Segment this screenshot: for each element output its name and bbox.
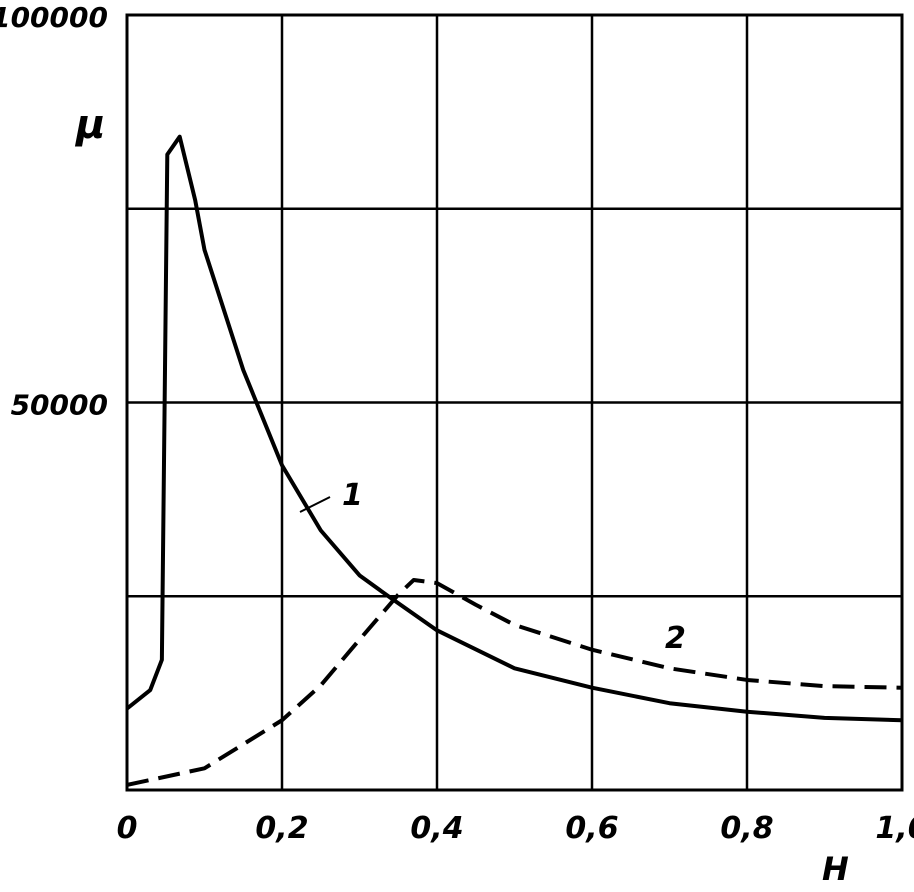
x-tick-label: 0,8 — [720, 811, 773, 846]
x-tick-label: 0,6 — [565, 811, 618, 846]
leader-line — [299, 496, 331, 513]
series-line — [126, 577, 903, 787]
x-tick-label: 0 — [117, 811, 138, 846]
x-tick-label: 0,4 — [410, 811, 463, 846]
y-tick-label: 100000 — [0, 1, 108, 34]
x-tick-label: 1,0 — [875, 811, 914, 846]
series-line — [125, 134, 903, 723]
x-tick-label: 0,2 — [255, 811, 308, 846]
y-axis-label: μ — [74, 102, 105, 148]
series-label: 2 — [665, 621, 686, 656]
series-label: 1 — [342, 478, 363, 513]
y-tick-label: 50000 — [11, 389, 108, 422]
x-axis-label: H — [822, 850, 849, 888]
